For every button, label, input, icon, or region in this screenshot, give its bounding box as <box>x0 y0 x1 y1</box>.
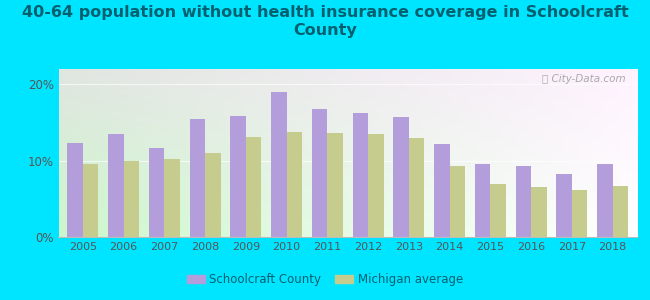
Bar <box>450 166 465 237</box>
Text: 40-64 population without health insurance coverage in Schoolcraft
County: 40-64 population without health insuranc… <box>21 4 629 38</box>
Bar <box>597 164 612 237</box>
Bar <box>83 164 98 237</box>
Bar <box>246 137 261 237</box>
Bar <box>434 144 450 237</box>
Bar <box>556 174 572 237</box>
Bar <box>475 164 490 237</box>
Bar <box>328 133 343 237</box>
Bar <box>409 139 424 237</box>
Bar <box>164 159 180 237</box>
Bar <box>287 132 302 237</box>
Bar <box>353 112 368 237</box>
Bar <box>312 109 328 237</box>
Bar <box>149 148 164 237</box>
Bar <box>205 153 220 237</box>
Bar <box>108 134 124 237</box>
Bar <box>368 134 384 237</box>
Bar <box>393 117 409 237</box>
Bar <box>230 116 246 237</box>
Legend: Schoolcraft County, Michigan average: Schoolcraft County, Michigan average <box>182 269 468 291</box>
Bar <box>515 166 531 237</box>
Bar <box>271 92 287 237</box>
Bar <box>572 190 588 237</box>
Bar <box>531 188 547 237</box>
Bar <box>612 186 628 237</box>
Text: Ⓢ City-Data.com: Ⓢ City-Data.com <box>542 74 625 84</box>
Bar <box>190 118 205 237</box>
Bar <box>124 161 139 237</box>
Bar <box>490 184 506 237</box>
Bar <box>68 143 83 237</box>
